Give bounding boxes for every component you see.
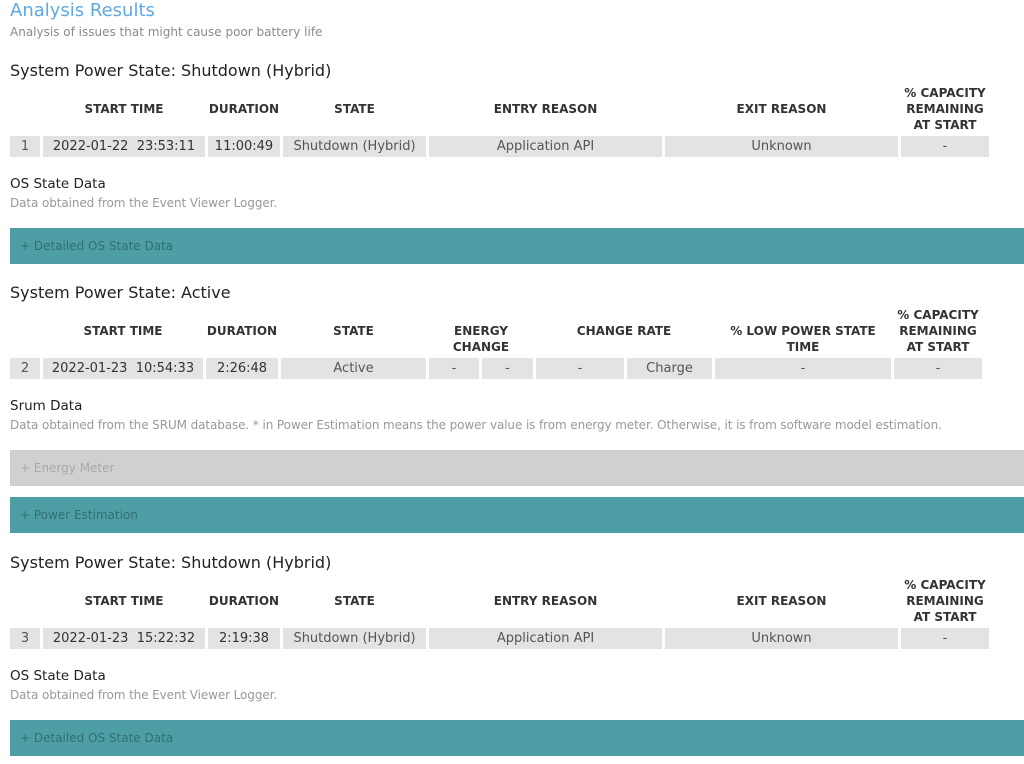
table-cell: Shutdown (Hybrid) xyxy=(283,136,426,157)
column-header: ENTRY REASON xyxy=(493,594,598,608)
row-index: 1 xyxy=(10,136,40,157)
column-header: DURATION xyxy=(208,102,280,116)
subsection-description: Data obtained from the Event Viewer Logg… xyxy=(10,196,278,210)
table-cell: - xyxy=(715,358,891,379)
table-cell: 2022-01-23 15:22:32 xyxy=(43,628,205,649)
column-header: STATE xyxy=(334,594,375,608)
table-cell: 2022-01-22 23:53:11 xyxy=(43,136,205,157)
column-header: START TIME xyxy=(84,102,164,116)
subsection-heading: Srum Data xyxy=(10,398,83,414)
section-heading: System Power State: Active xyxy=(10,283,231,302)
column-header: STATE xyxy=(333,324,374,338)
subsection-heading: OS State Data xyxy=(10,668,106,684)
table-cell: Application API xyxy=(429,628,662,649)
expand-detailed-os-state-data[interactable]: + Detailed OS State Data xyxy=(10,228,1024,264)
column-header: DURATION xyxy=(206,324,278,338)
column-header: % CAPACITY REMAINING AT START xyxy=(897,308,979,354)
row-index: 2 xyxy=(10,358,40,379)
table-cell: Application API xyxy=(429,136,662,157)
column-header: START TIME xyxy=(83,324,163,338)
column-header: % CAPACITY REMAINING AT START xyxy=(904,578,986,624)
column-header: ENTRY REASON xyxy=(493,102,598,116)
column-header: START TIME xyxy=(84,594,164,608)
table-cell: 11:00:49 xyxy=(208,136,280,157)
row-index: 3 xyxy=(10,628,40,649)
table-cell: Unknown xyxy=(665,136,898,157)
column-header: STATE xyxy=(334,102,375,116)
section-heading: System Power State: Shutdown (Hybrid) xyxy=(10,553,332,572)
column-header: EXIT REASON xyxy=(736,594,827,608)
expand-detailed-os-state-data[interactable]: + Detailed OS State Data xyxy=(10,720,1024,756)
subsection-heading: OS State Data xyxy=(10,176,106,192)
table-cell: 2:19:38 xyxy=(208,628,280,649)
table-cell: Charge xyxy=(627,358,712,379)
table-cell: - xyxy=(429,358,479,379)
table-cell: 2:26:48 xyxy=(206,358,278,379)
table-cell: Unknown xyxy=(665,628,898,649)
column-header: % LOW POWER STATE TIME xyxy=(730,324,876,354)
subsection-description: Data obtained from the Event Viewer Logg… xyxy=(10,688,278,702)
table-cell: - xyxy=(901,628,989,649)
expand-power-estimation[interactable]: + Power Estimation xyxy=(10,497,1024,533)
table-cell: Shutdown (Hybrid) xyxy=(283,628,426,649)
table-cell: - xyxy=(482,358,533,379)
expand-energy-meter[interactable]: + Energy Meter xyxy=(10,450,1024,486)
table-cell: Active xyxy=(281,358,426,379)
table-cell: 2022-01-23 10:54:33 xyxy=(43,358,203,379)
column-header: DURATION xyxy=(208,594,280,608)
column-header: % CAPACITY REMAINING AT START xyxy=(904,86,986,132)
column-header: ENERGY CHANGE xyxy=(452,324,510,354)
table-cell: - xyxy=(894,358,982,379)
subsection-description: Data obtained from the SRUM database. * … xyxy=(10,418,942,432)
table-cell: - xyxy=(901,136,989,157)
table-cell: - xyxy=(536,358,624,379)
page-subtitle: Analysis of issues that might cause poor… xyxy=(10,25,323,39)
section-heading: System Power State: Shutdown (Hybrid) xyxy=(10,61,332,80)
column-header: EXIT REASON xyxy=(736,102,827,116)
page-title: Analysis Results xyxy=(10,0,155,21)
column-header: CHANGE RATE xyxy=(576,324,672,338)
